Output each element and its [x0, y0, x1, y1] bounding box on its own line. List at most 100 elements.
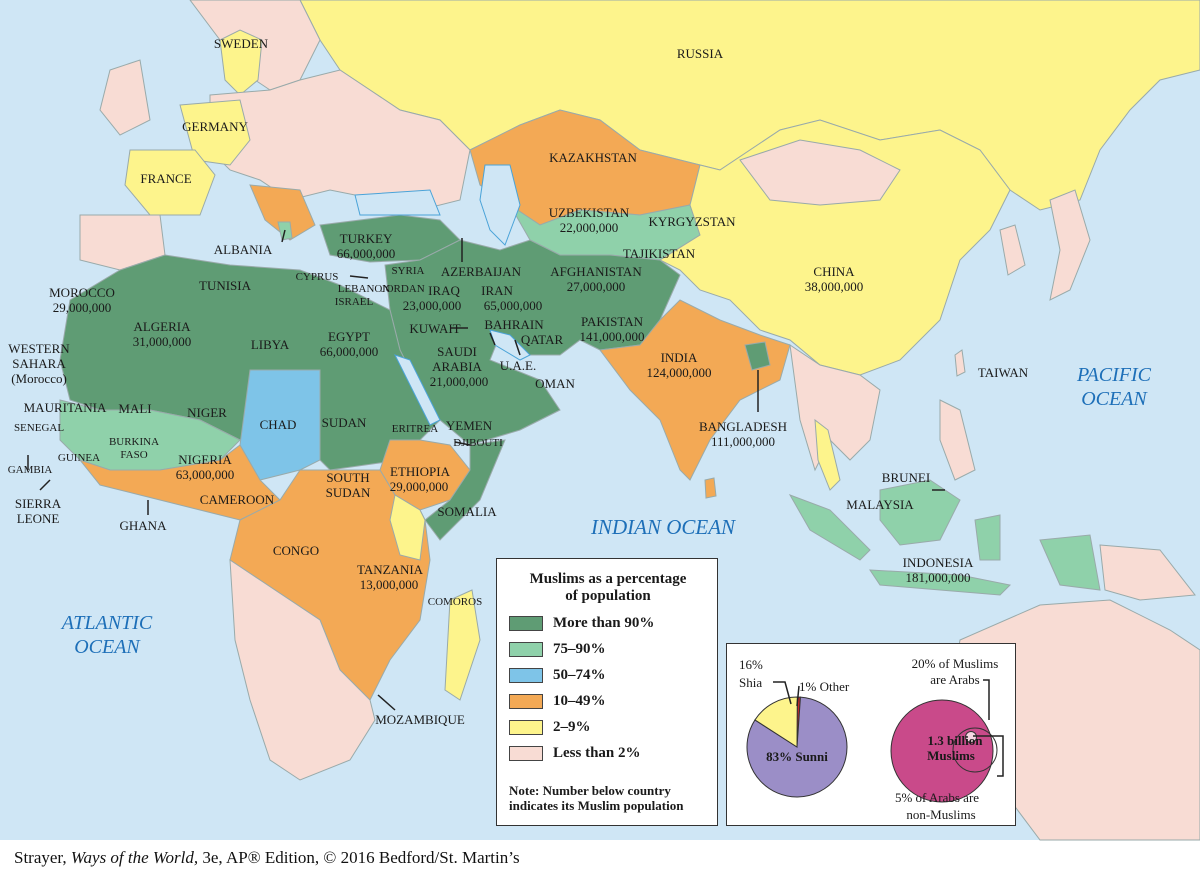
label-eritrea: ERITREA — [392, 423, 438, 435]
region-france — [124, 149, 216, 216]
legend-swatch — [509, 667, 543, 683]
legend-swatch — [509, 745, 543, 761]
label-bangladesh: BANGLADESH — [699, 419, 787, 434]
inset-total-line-1: 1.3 billion — [928, 733, 984, 748]
label-burkina-1: BURKINA — [109, 436, 159, 448]
label-mozambique: MOZAMBIQUE — [375, 712, 465, 727]
ocean-indian-label: INDIAN OCEAN — [590, 515, 736, 539]
legend-swatch — [509, 641, 543, 657]
ocean-atlantic-label-2: OCEAN — [74, 636, 141, 658]
label-western-sahara-1: WESTERN — [8, 341, 70, 356]
sunni-shia-pie — [746, 696, 848, 798]
legend-label: More than 90% — [553, 614, 655, 631]
legend: Muslims as a percentage of population Mo… — [496, 558, 718, 826]
label-pakistan-pop: 141,000,000 — [580, 329, 645, 344]
label-france: FRANCE — [140, 171, 191, 186]
inset-shia-label: Shia — [739, 675, 762, 690]
label-indonesia: INDONESIA — [903, 555, 974, 570]
label-mauritania: MAURITANIA — [24, 400, 107, 415]
label-cyprus: CYPRUS — [296, 271, 339, 283]
label-kuwait: KUWAIT — [409, 321, 460, 336]
legend-label: 10–49% — [553, 692, 606, 709]
label-lebanon: LEBANON — [338, 283, 391, 295]
label-iran-pop: 65,000,000 — [484, 298, 543, 313]
credit-edition: 3e, AP® Edition, © 2016 Bedford/St. Mart… — [198, 848, 520, 867]
label-israel: ISRAEL — [335, 296, 374, 308]
source-credit: Strayer, Ways of the World, 3e, AP® Edit… — [14, 848, 520, 868]
label-albania: ALBANIA — [214, 242, 273, 257]
legend-item: More than 90% — [509, 614, 654, 632]
legend-note-line-2: indicates its Muslim population — [509, 798, 684, 813]
label-turkey-pop: 66,000,000 — [337, 246, 396, 261]
region-philippines — [939, 399, 976, 481]
arabs-circle — [952, 727, 998, 773]
inset-nonmuslim-line-1: 5% of Arabs are — [895, 790, 979, 805]
label-saudi-2: ARABIA — [432, 359, 482, 374]
inset-callouts — [773, 679, 1004, 777]
label-iraq: IRAQ — [428, 283, 460, 298]
label-burkina-2: FASO — [120, 449, 147, 461]
legend-label: 2–9% — [553, 718, 591, 735]
legend-item: 2–9% — [509, 718, 591, 736]
muslims-circle — [890, 699, 994, 803]
label-iraq-pop: 23,000,000 — [403, 298, 462, 313]
label-russia: RUSSIA — [677, 46, 724, 61]
label-indonesia-pop: 181,000,000 — [906, 570, 971, 585]
label-tanzania: TANZANIA — [357, 562, 424, 577]
label-azerbaijan: AZERBAIJAN — [441, 264, 522, 279]
label-cameroon: CAMEROON — [200, 492, 275, 507]
label-jordan: JORDAN — [381, 283, 424, 295]
region-se-asia — [789, 343, 881, 472]
label-algeria-pop: 31,000,000 — [133, 334, 192, 349]
label-uae: U.A.E. — [500, 358, 536, 373]
footer-band — [0, 840, 1200, 884]
label-ethiopia-pop: 29,000,000 — [390, 479, 449, 494]
label-niger: NIGER — [187, 405, 227, 420]
label-somalia: SOMALIA — [437, 504, 497, 519]
label-uzbekistan-pop: 22,000,000 — [560, 220, 619, 235]
label-afghanistan-pop: 27,000,000 — [567, 279, 626, 294]
legend-swatch — [509, 615, 543, 631]
label-egypt: EGYPT — [328, 329, 370, 344]
label-kazakhstan: KAZAKHSTAN — [549, 150, 637, 165]
legend-swatch — [509, 693, 543, 709]
inset-sunni-label: 83% Sunni — [766, 749, 828, 764]
legend-title: Muslims as a percentage of population — [497, 571, 719, 605]
label-nigeria: NIGERIA — [178, 452, 232, 467]
label-senegal: SENEGAL — [14, 422, 64, 434]
label-germany: GERMANY — [182, 119, 248, 134]
label-tanzania-pop: 13,000,000 — [360, 577, 419, 592]
legend-note-line-1: Note: Number below country — [509, 783, 671, 798]
region-madagascar — [444, 589, 481, 701]
region-central-europe — [209, 69, 471, 211]
country-labels: SWEDEN RUSSIA GERMANY FRANCE KAZAKHSTAN … — [8, 36, 1029, 727]
legend-item: 10–49% — [509, 692, 606, 710]
label-saudi-pop: 21,000,000 — [430, 374, 489, 389]
label-sierra-1: SIERRA — [15, 496, 62, 511]
label-kyrgyzstan: KYRGYZSTAN — [648, 214, 736, 229]
region-sri-lanka — [704, 477, 717, 499]
credit-author: Strayer, — [14, 848, 71, 867]
region-black-sea — [354, 189, 441, 216]
label-libya: LIBYA — [251, 337, 290, 352]
region-india — [599, 299, 791, 481]
label-congo: CONGO — [273, 543, 319, 558]
region-bangladesh — [744, 341, 771, 371]
label-south-sudan-2: SUDAN — [326, 485, 371, 500]
region-indonesia — [788, 479, 1101, 596]
label-mali: MALI — [118, 401, 151, 416]
label-malaysia: MALAYSIA — [846, 497, 914, 512]
label-ghana: GHANA — [120, 518, 168, 533]
label-tajikistan: TAJIKISTAN — [623, 246, 696, 261]
region-somalia — [424, 439, 506, 541]
label-bangladesh-pop: 111,000,000 — [711, 434, 775, 449]
inset-other-label: 1% Other — [799, 679, 850, 694]
region-red-sea — [394, 354, 441, 426]
label-western-sahara-3: (Morocco) — [11, 371, 67, 386]
region-png — [1099, 544, 1196, 601]
label-turkey: TURKEY — [340, 231, 393, 246]
ocean-pacific-label-2: OCEAN — [1081, 388, 1148, 410]
region-balkans — [249, 184, 316, 241]
label-morocco: MOROCCO — [49, 285, 115, 300]
legend-title-line-2: of population — [565, 588, 651, 604]
